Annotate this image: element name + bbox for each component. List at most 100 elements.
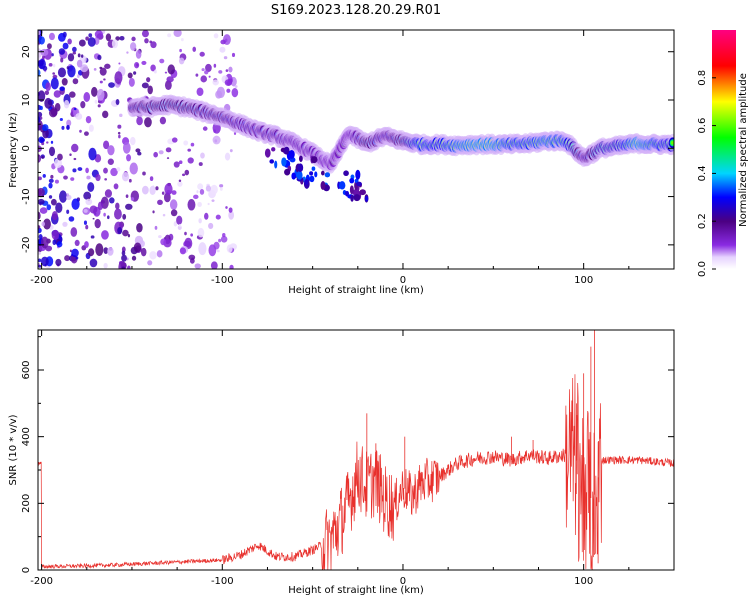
spectrogram-noise-cell: [44, 97, 53, 109]
spectrogram-noise-cell: [50, 198, 57, 206]
spectrogram-noise-cell: [74, 239, 80, 247]
spectrogram-noise-cell: [103, 167, 108, 174]
spectrogram-noise-cell: [136, 222, 143, 233]
spectrogram-ridge-core: [670, 141, 674, 145]
spectrogram-noise-cell: [208, 244, 217, 257]
spectrogram-noise-cell: [171, 137, 178, 143]
spectrogram-noise-cell: [72, 78, 79, 85]
spectrogram-noise-cell: [55, 202, 63, 213]
spectrogram-noise-cell: [85, 115, 92, 124]
spectrogram-noise-cell: [131, 255, 137, 261]
spectrogram-noise-cell: [48, 63, 53, 67]
spectrogram-noise-cell: [119, 35, 125, 41]
spectrogram-noise-cell: [158, 150, 164, 155]
snr-marks: [38, 330, 674, 570]
spectrogram-noise-cell: [59, 190, 67, 203]
spectrogram-streak: [343, 170, 349, 177]
spectrogram-streak: [359, 189, 366, 196]
spectrogram-noise-cell: [130, 42, 137, 51]
spectrogram-noise-cell: [192, 46, 197, 52]
spectrogram-noise-cell: [110, 167, 118, 177]
spectrogram-noise-cell: [48, 146, 56, 157]
spectrogram-streak: [350, 194, 354, 202]
spectrogram-x-label: Height of straight line (km): [288, 285, 424, 296]
spectrogram-noise-cell: [41, 124, 49, 132]
spectrogram-noise-cell: [178, 179, 182, 183]
spectrogram-noise-cell: [79, 129, 82, 133]
colorbar-ticks: 0.0 0.2 0.4 0.6 0.8: [697, 70, 716, 277]
spectrogram-noise-cell: [63, 175, 68, 180]
spectrogram-noise-cell: [184, 231, 187, 236]
spectrogram-noise-cell: [38, 90, 46, 102]
spectrogram-noise-cell: [197, 183, 204, 190]
snr-x-tick-label: -200: [30, 576, 53, 587]
spectrogram-noise-cell: [117, 124, 122, 129]
spectrogram-noise-cell: [69, 249, 72, 253]
spectrogram-noise-cell: [126, 154, 132, 162]
spectrogram-noise-cell: [38, 225, 41, 229]
colorbar-gradient: [712, 30, 736, 269]
spectrogram-y-tick-label: 0: [21, 145, 32, 151]
spectrogram-noise-cell: [73, 157, 77, 161]
spectrogram-noise-cell: [92, 217, 95, 220]
spectrogram-streak: [291, 172, 296, 180]
spectrogram-streak: [349, 177, 355, 184]
spectrogram-noise-cell: [130, 197, 135, 201]
spectrogram-noise-cell: [164, 80, 172, 91]
colorbar-tick-label: 0.2: [697, 213, 708, 229]
spectrogram-noise-cell: [117, 227, 123, 235]
spectrogram-noise-cell: [142, 171, 146, 176]
spectrogram-noise-cell: [66, 193, 69, 197]
spectrogram-noise-cell: [183, 140, 189, 146]
spectrogram-noise-cell: [173, 221, 178, 227]
spectrogram-noise-cell: [84, 131, 89, 136]
spectrogram-noise-cell: [187, 157, 194, 164]
snr-background: [38, 330, 674, 570]
spectrogram-noise-cell: [55, 258, 62, 267]
spectrogram-noise-cell: [40, 48, 49, 57]
spectrogram-noise-cell: [141, 60, 147, 65]
spectrogram-noise-cell: [216, 249, 220, 253]
spectrogram-noise-cell: [129, 136, 136, 146]
spectrogram-noise-cell: [50, 140, 54, 144]
snr-frame: [37, 329, 675, 571]
snr-line: [38, 374, 674, 570]
spectrogram-noise-cell: [96, 88, 105, 101]
spectrogram-noise-cell: [200, 152, 205, 159]
colorbar-tick-label: 0.6: [697, 118, 708, 134]
spectrogram-noise-cell: [57, 153, 63, 161]
spectrogram-noise-cell: [38, 211, 41, 220]
spectrogram-marks: [38, 30, 674, 269]
spectrogram-noise-cell: [48, 178, 54, 183]
spectrogram-noise-cell: [218, 238, 222, 243]
spectrogram-noise-cell: [48, 32, 55, 41]
spectrogram-streak: [269, 159, 275, 164]
spectrogram-noise-cell: [38, 154, 42, 163]
spectrogram-noise-cell: [166, 157, 170, 160]
spectrogram-noise-cell: [39, 207, 48, 214]
spectrogram-noise-cell: [158, 235, 162, 239]
spectrogram-noise-cell: [71, 248, 79, 258]
spectrogram-noise-cell: [71, 143, 79, 153]
spectrogram-noise-cell: [200, 75, 208, 83]
spectrogram-noise-cell: [80, 101, 86, 109]
spectrogram-noise-cell: [215, 214, 221, 220]
spectrogram-noise-cell: [197, 227, 205, 238]
spectrogram-noise-cell: [52, 72, 56, 75]
spectrogram-noise-cell: [40, 256, 49, 267]
spectrogram-noise-cell: [50, 174, 54, 179]
spectrogram-noise-cell: [166, 76, 174, 83]
spectrogram-noise-cell: [144, 38, 149, 44]
spectrogram-noise-cell: [154, 69, 157, 74]
spectrogram-noise-cell: [222, 233, 226, 238]
spectrogram-noise-cell: [62, 31, 67, 38]
spectrogram-noise-cell: [199, 51, 205, 57]
spectrogram-noise-cell: [218, 70, 223, 74]
spectrogram-noise-cell: [38, 36, 45, 45]
colorbar-label: Normalized spectral amplitude: [738, 73, 749, 227]
spectrogram-noise-cell: [196, 190, 199, 194]
spectrogram-noise-cell: [149, 176, 154, 181]
spectrogram-noise-cell: [161, 191, 165, 195]
spectrogram-noise-cell: [94, 30, 103, 39]
spectrogram-noise-cell: [39, 137, 46, 143]
